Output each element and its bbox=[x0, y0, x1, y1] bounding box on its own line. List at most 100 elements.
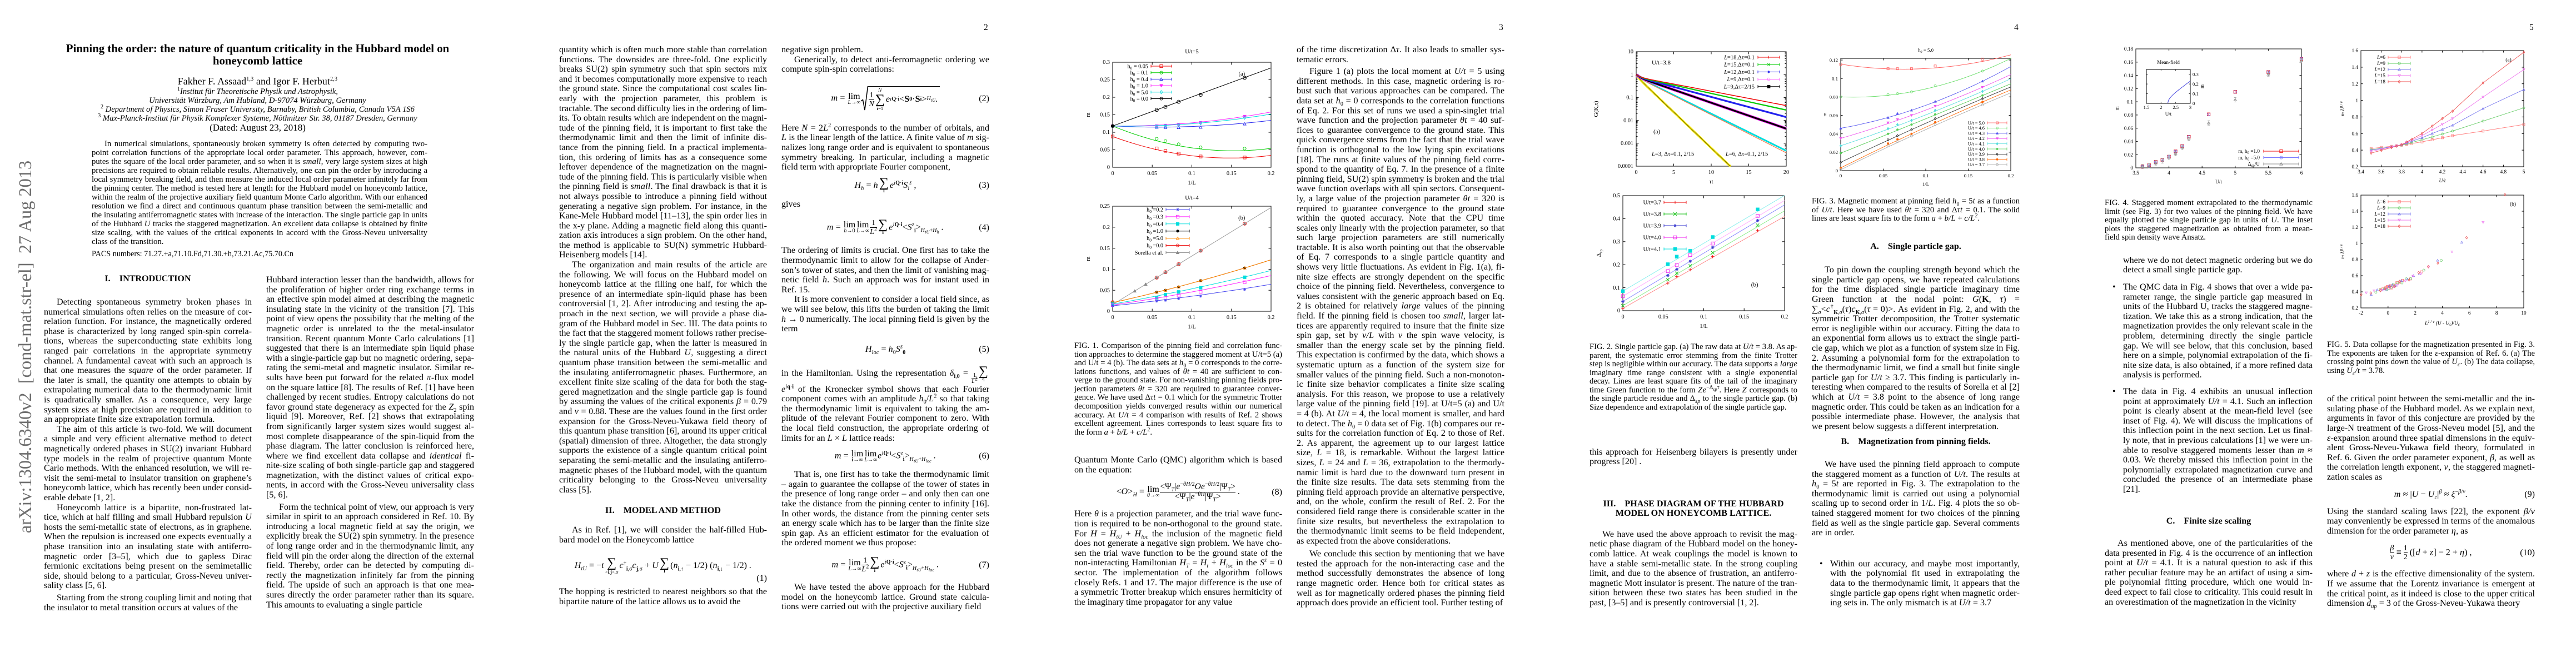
svg-text:h0 =0.3: h0 =0.3 bbox=[1147, 214, 1163, 221]
svg-text:1.6: 1.6 bbox=[2352, 48, 2359, 53]
svg-text:1: 1 bbox=[2355, 98, 2358, 103]
svg-text:Sorella et al.: Sorella et al. bbox=[1135, 250, 1163, 256]
svg-text:0: 0 bbox=[1111, 315, 1114, 321]
svg-text:0.1: 0.1 bbox=[1923, 173, 1929, 178]
svg-text:5: 5 bbox=[2234, 170, 2237, 176]
svg-text:L=12: L=12 bbox=[2374, 67, 2386, 72]
svg-text:L1 / ν (U - Uc)/Uc: L1 / ν (U - Uc)/Uc bbox=[2424, 320, 2460, 327]
svg-text:0.2: 0.2 bbox=[1103, 225, 1110, 231]
svg-text:3.4: 3.4 bbox=[2358, 169, 2364, 175]
svg-text:6: 6 bbox=[2468, 310, 2471, 316]
svg-text:τt: τt bbox=[1709, 179, 1713, 185]
svg-text:0.06: 0.06 bbox=[2124, 126, 2133, 131]
svg-text:0.2: 0.2 bbox=[1103, 94, 1110, 101]
svg-text:0.1: 0.1 bbox=[1700, 314, 1707, 320]
svg-text:0.01: 0.01 bbox=[1623, 118, 1633, 124]
svg-text:0: 0 bbox=[1111, 171, 1114, 177]
svg-text:U/t=4: U/t=4 bbox=[1185, 195, 1199, 201]
svg-text:0.15: 0.15 bbox=[1964, 173, 1973, 178]
svg-text:0.1: 0.1 bbox=[1832, 76, 1838, 81]
svg-text:h0 = 0.1: h0 = 0.1 bbox=[1130, 70, 1148, 77]
svg-text:0: 0 bbox=[2193, 101, 2195, 106]
svg-text:5: 5 bbox=[1672, 170, 1675, 176]
svg-text:0.4: 0.4 bbox=[1613, 216, 1620, 222]
svg-text:3.8: 3.8 bbox=[2398, 169, 2405, 175]
svg-text:G(K,τ): G(K,τ) bbox=[1593, 101, 1600, 117]
svg-text:2.5: 2.5 bbox=[2173, 104, 2179, 110]
svg-text:L=6: L=6 bbox=[2376, 199, 2385, 205]
svg-text:0.2: 0.2 bbox=[2008, 173, 2014, 178]
svg-text:Δsp/U: Δsp/U bbox=[2248, 161, 2260, 168]
svg-text:L=9: L=9 bbox=[2376, 61, 2385, 66]
svg-text:0.08: 0.08 bbox=[2124, 112, 2133, 118]
svg-text:L=12,Δτ=0.1: L=12,Δτ=0.1 bbox=[1723, 69, 1755, 76]
svg-text:L=6, Δτ=0.1, 2/15: L=6, Δτ=0.1, 2/15 bbox=[1725, 151, 1768, 157]
svg-text:1.4: 1.4 bbox=[2352, 208, 2359, 214]
svg-text:3.5: 3.5 bbox=[2132, 170, 2139, 176]
svg-text:L=9: L=9 bbox=[2376, 205, 2385, 211]
svg-text:0.1: 0.1 bbox=[1103, 130, 1110, 136]
svg-text:m: m bbox=[1085, 256, 1092, 261]
svg-text:10: 10 bbox=[2521, 310, 2527, 316]
svg-text:m: m bbox=[1085, 112, 1092, 117]
svg-text:L=9,Δτ=0.1: L=9,Δτ=0.1 bbox=[1726, 77, 1755, 83]
svg-text:U/t=3.8: U/t=3.8 bbox=[1652, 59, 1671, 66]
svg-text:1/L: 1/L bbox=[1922, 181, 1929, 187]
svg-text:0: 0 bbox=[1836, 168, 1838, 173]
svg-text:L=9,Δτ=2/15: L=9,Δτ=2/15 bbox=[1723, 84, 1755, 90]
svg-text:0.15: 0.15 bbox=[1227, 171, 1237, 177]
svg-text:L=18: L=18 bbox=[2374, 79, 2386, 84]
svg-text:4.4: 4.4 bbox=[2459, 169, 2466, 175]
svg-text:(a): (a) bbox=[1238, 71, 1245, 77]
svg-text:h0 = 5.0: h0 = 5.0 bbox=[1130, 89, 1148, 97]
svg-text:0.05: 0.05 bbox=[1147, 315, 1157, 321]
svg-text:h0 = 0.4: h0 = 0.4 bbox=[1130, 77, 1148, 84]
svg-text:U/t=5: U/t=5 bbox=[1185, 49, 1199, 55]
svg-text:h0 =5.0: h0 =5.0 bbox=[1147, 236, 1163, 243]
svg-text:m, h0 =1.0: m, h0 =1.0 bbox=[2238, 148, 2260, 155]
svg-text:m: m bbox=[2199, 84, 2205, 88]
svg-text:1/L: 1/L bbox=[1188, 324, 1196, 330]
svg-text:0: 0 bbox=[1107, 165, 1110, 171]
svg-text:0.1: 0.1 bbox=[2127, 99, 2134, 104]
svg-text:0.2: 0.2 bbox=[1613, 262, 1620, 268]
svg-text:0.6: 0.6 bbox=[2352, 131, 2359, 137]
svg-text:h0 =0.0: h0 =0.0 bbox=[1147, 243, 1163, 250]
svg-text:0: 0 bbox=[1617, 308, 1620, 314]
svg-text:0.4: 0.4 bbox=[2352, 289, 2359, 295]
svg-text:m Lβ / ν: m Lβ / ν bbox=[2339, 243, 2346, 258]
svg-text:0.1: 0.1 bbox=[1626, 95, 1633, 101]
svg-text:-2: -2 bbox=[2359, 310, 2363, 316]
svg-text:U/t: U/t bbox=[2439, 178, 2446, 184]
svg-text:0.2: 0.2 bbox=[2193, 81, 2199, 87]
svg-text:20: 20 bbox=[1783, 170, 1789, 176]
svg-text:0: 0 bbox=[1621, 314, 1624, 320]
svg-text:0.05: 0.05 bbox=[1879, 173, 1888, 178]
svg-text:1/L: 1/L bbox=[1188, 180, 1196, 186]
svg-text:0.12: 0.12 bbox=[2124, 86, 2133, 92]
svg-text:2: 2 bbox=[2414, 310, 2416, 316]
svg-text:h0 =0.4: h0 =0.4 bbox=[1147, 221, 1163, 228]
svg-text:1: 1 bbox=[2355, 241, 2358, 246]
svg-text:0.3: 0.3 bbox=[1613, 239, 1620, 245]
svg-text:0.8: 0.8 bbox=[2352, 257, 2359, 262]
svg-text:h0 = 1.0: h0 = 1.0 bbox=[1130, 83, 1148, 91]
svg-text:0.2: 0.2 bbox=[1268, 315, 1275, 321]
svg-text:m, h0 =5.0: m, h0 =5.0 bbox=[2238, 155, 2260, 162]
svg-text:0.8: 0.8 bbox=[2352, 115, 2359, 120]
svg-text:U/t=3.7: U/t=3.7 bbox=[1643, 200, 1661, 206]
svg-text:0.08: 0.08 bbox=[1830, 94, 1838, 100]
svg-text:U/t = 4.6: U/t = 4.6 bbox=[1968, 126, 1985, 131]
svg-text:L=18,Δτ=0.1: L=18,Δτ=0.1 bbox=[1723, 55, 1755, 61]
svg-text:5.5: 5.5 bbox=[2265, 170, 2272, 176]
svg-text:0: 0 bbox=[2387, 310, 2390, 316]
svg-text:0.05: 0.05 bbox=[1100, 147, 1110, 153]
svg-text:0.06: 0.06 bbox=[1830, 113, 1838, 118]
svg-text:0: 0 bbox=[2130, 165, 2133, 171]
svg-text:U/t = 4.2: U/t = 4.2 bbox=[1968, 136, 1985, 141]
svg-text:0.1: 0.1 bbox=[1103, 267, 1110, 273]
svg-text:0.2: 0.2 bbox=[1268, 171, 1275, 177]
svg-text:1.4: 1.4 bbox=[2352, 64, 2359, 70]
svg-text:m: m bbox=[1822, 112, 1827, 116]
svg-text:0: 0 bbox=[1107, 308, 1110, 315]
